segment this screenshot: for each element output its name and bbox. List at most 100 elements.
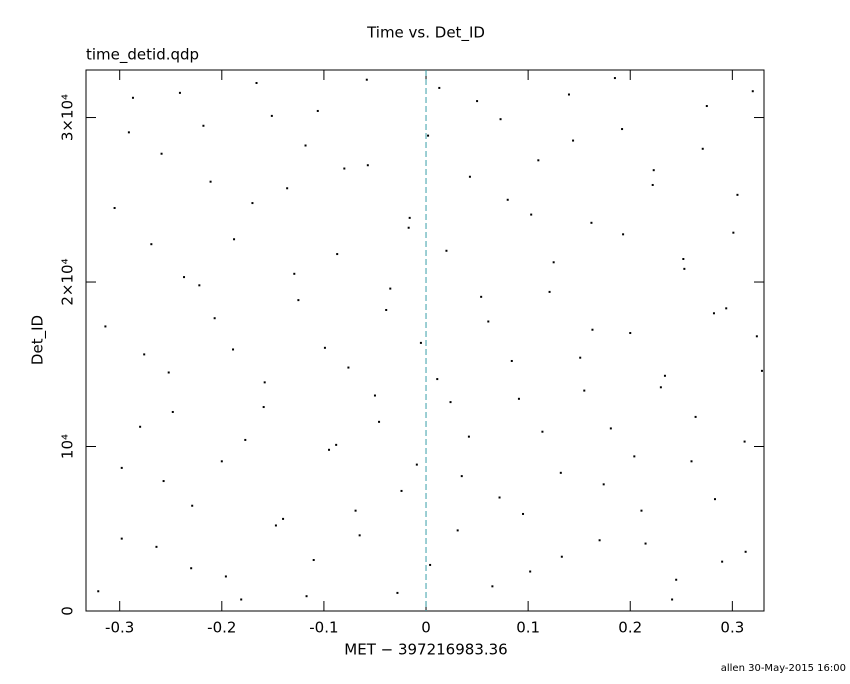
point (328, 448, 331, 451)
point (293, 272, 296, 275)
point (467, 435, 470, 438)
point (427, 134, 430, 137)
point (663, 374, 666, 377)
point (590, 221, 593, 224)
point (445, 249, 448, 252)
point (560, 555, 563, 558)
y-axis-label: Det_ID (29, 315, 48, 365)
point (622, 233, 625, 236)
point (297, 299, 300, 302)
point (244, 438, 247, 441)
point (682, 257, 685, 260)
x-axis-label: MET − 397216983.36 (344, 641, 507, 659)
point (743, 440, 746, 443)
point (415, 463, 418, 466)
point (721, 560, 724, 563)
point (694, 415, 697, 418)
point (224, 575, 227, 578)
point (598, 539, 601, 542)
y-tick-label: 0 (59, 606, 77, 616)
point (480, 295, 483, 298)
point (559, 471, 562, 474)
point (498, 496, 501, 499)
point (705, 105, 708, 108)
point (143, 353, 146, 356)
point (160, 152, 163, 155)
x-tick-label: -0.3 (105, 619, 134, 637)
plot-frame (85, 69, 765, 612)
point (510, 359, 513, 362)
point (736, 193, 739, 196)
point (491, 585, 494, 588)
point (365, 78, 368, 81)
point (343, 167, 346, 170)
point (712, 312, 715, 315)
chart-title: Time vs. Det_ID (366, 24, 485, 43)
point (336, 253, 339, 256)
point (312, 559, 315, 562)
point (162, 480, 165, 483)
point (255, 81, 258, 84)
point (120, 466, 123, 469)
point (683, 267, 686, 270)
point (621, 128, 624, 131)
x-tick-label: 0.3 (720, 619, 744, 637)
point (701, 147, 704, 150)
point (270, 114, 273, 117)
point (456, 529, 459, 532)
point (202, 124, 205, 127)
point (97, 590, 100, 593)
point (499, 118, 502, 121)
point (263, 381, 266, 384)
point (713, 498, 716, 501)
point (760, 369, 763, 372)
point (240, 598, 243, 601)
point (613, 77, 616, 80)
x-tick-label: -0.2 (207, 619, 236, 637)
point (198, 284, 201, 287)
point (591, 328, 594, 331)
point (347, 366, 350, 369)
point (139, 425, 142, 428)
point (732, 231, 735, 234)
point (690, 460, 693, 463)
point (640, 509, 643, 512)
point (167, 371, 170, 374)
point (335, 443, 338, 446)
point (171, 410, 174, 413)
point (751, 90, 754, 93)
point (120, 537, 123, 540)
footer: allen 30-May-2015 16:00 (721, 663, 846, 674)
point (602, 483, 605, 486)
point (541, 430, 544, 433)
point (305, 595, 308, 598)
point (183, 276, 186, 279)
point (579, 356, 582, 359)
point (274, 524, 277, 527)
point (178, 91, 181, 94)
point (282, 517, 285, 520)
point (286, 187, 289, 190)
point (104, 325, 107, 328)
point (396, 591, 399, 594)
point (744, 550, 747, 553)
point (529, 570, 532, 573)
point (609, 427, 612, 430)
point (537, 159, 540, 162)
point (572, 139, 575, 142)
point (659, 386, 662, 389)
point (644, 542, 647, 545)
point (385, 308, 388, 311)
point (651, 183, 654, 186)
point (652, 169, 655, 172)
point (389, 287, 392, 290)
point (755, 335, 758, 338)
point (567, 93, 570, 96)
point (449, 401, 452, 404)
point (262, 406, 265, 409)
point (131, 96, 134, 99)
point (517, 397, 520, 400)
point (460, 475, 463, 478)
point (251, 202, 254, 205)
